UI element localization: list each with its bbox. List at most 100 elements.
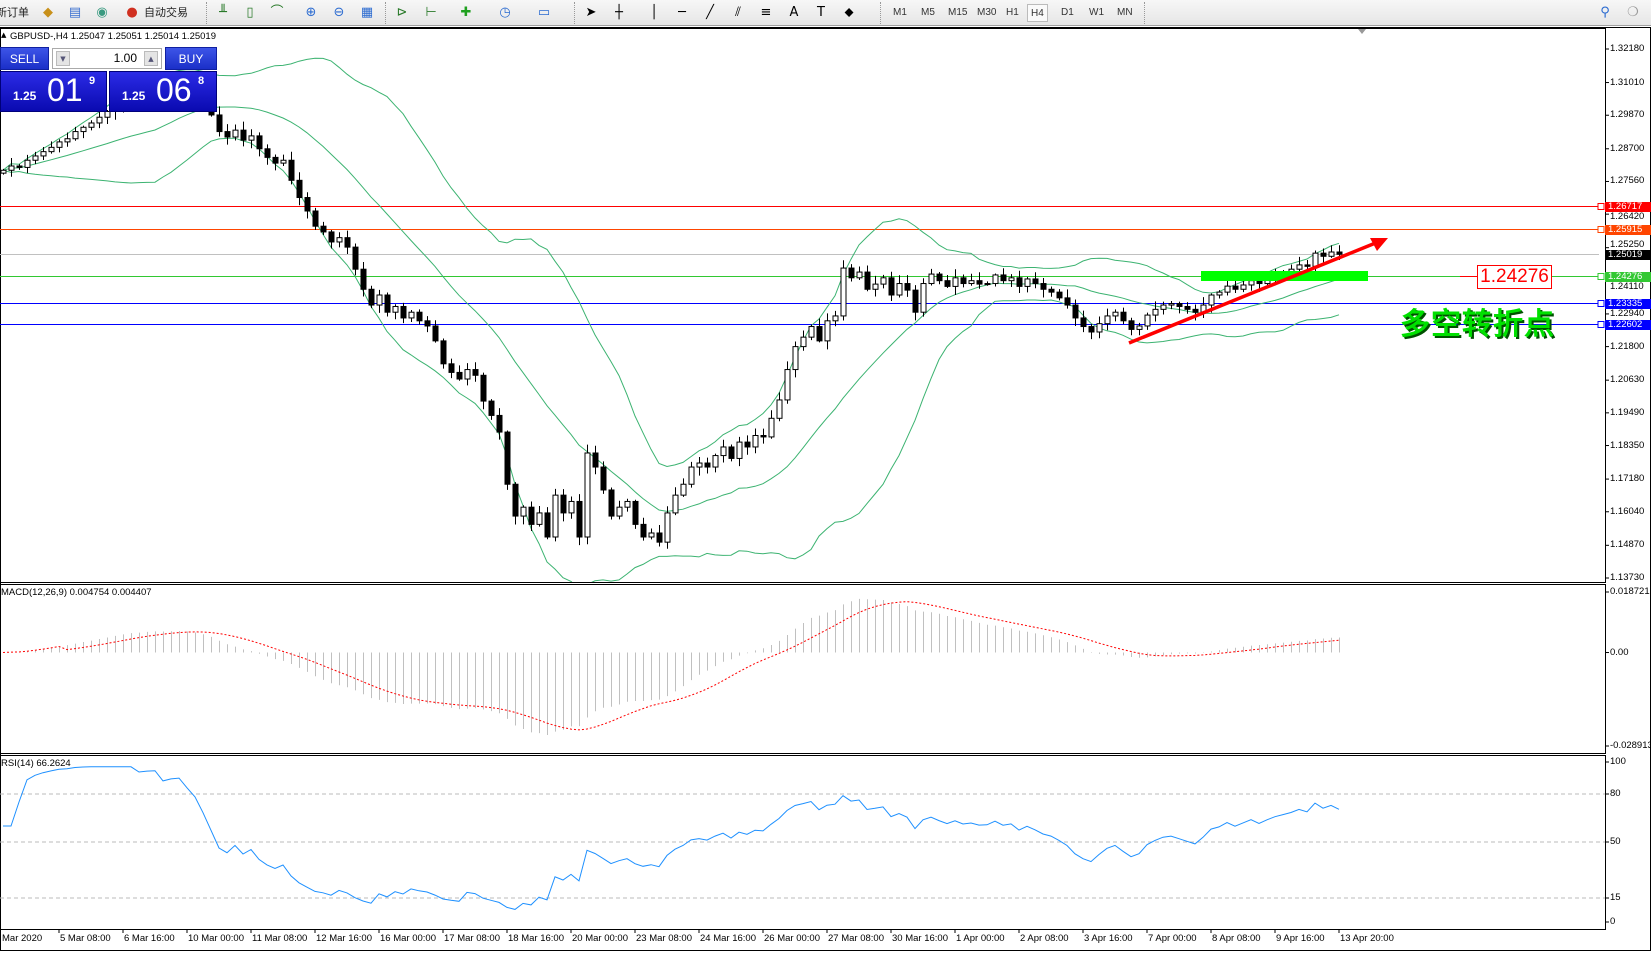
vertical-line-icon[interactable]: │ (650, 5, 658, 20)
lot-increase-icon[interactable]: ▲ (144, 51, 158, 66)
buy-button[interactable]: BUY (165, 47, 217, 70)
chart-window-frame (0, 27, 1651, 951)
candle (344, 230, 351, 254)
price-axis-label: 1.17180 (1610, 473, 1645, 485)
templates-icon[interactable]: ▭ (537, 5, 551, 20)
zoom-in-icon[interactable]: ⊕ (305, 5, 317, 20)
candle-body (720, 446, 727, 457)
candle-body (888, 277, 895, 296)
timeframe-w1[interactable]: W1 (1089, 7, 1104, 18)
timeframe-m5[interactable]: M5 (921, 7, 935, 18)
candle (728, 444, 735, 462)
candle (376, 289, 383, 313)
candle (280, 154, 287, 166)
candle (1064, 289, 1071, 309)
candle-body (1256, 280, 1263, 285)
lot-value[interactable]: 1.00 (113, 51, 137, 65)
candle-body (1064, 297, 1071, 306)
price-axis-label: 1.21800 (1610, 340, 1645, 352)
timeframe-h4[interactable]: H4 (1027, 4, 1048, 22)
candle (96, 109, 103, 129)
chat-icon[interactable]: ❍ (1627, 5, 1639, 20)
sell-button[interactable]: SELL (0, 47, 49, 70)
lot-decrease-icon[interactable]: ▼ (56, 51, 70, 66)
timeframe-mn[interactable]: MN (1117, 7, 1133, 18)
terminal-icon[interactable]: ▤ (68, 5, 82, 20)
arrows-icon[interactable]: ⬥ (844, 5, 854, 20)
price-tag: 1.22602 (1605, 319, 1651, 330)
candle (256, 132, 263, 157)
timeframe-h1[interactable]: H1 (1006, 7, 1019, 18)
candle-body (272, 156, 279, 164)
candle-body (1296, 264, 1303, 270)
chart-shift-icon[interactable]: ⊢ (425, 5, 437, 20)
timeframe-d1[interactable]: D1 (1061, 7, 1074, 18)
candle (568, 496, 575, 519)
autotrading-icon[interactable]: ● (126, 5, 138, 20)
periods-clock-icon[interactable]: ◷ (499, 5, 511, 20)
buy-price[interactable]: 1.25 06 8 (109, 71, 217, 112)
cursor-icon[interactable]: ➤ (585, 5, 597, 20)
lot-size-field[interactable]: ▼ 1.00 ▲ (52, 48, 162, 69)
candle (1152, 301, 1159, 322)
new-order-button[interactable]: 新订单 (0, 6, 29, 19)
timeframe-m30[interactable]: M30 (977, 7, 997, 18)
fibonacci-icon[interactable]: ≡ (760, 5, 772, 20)
trendline-icon[interactable]: ╱ (706, 5, 714, 20)
rsi-axis-label: 50 (1610, 836, 1621, 847)
indicators-icon[interactable]: ✚ (460, 5, 472, 20)
candle (608, 487, 615, 520)
candle (1024, 277, 1031, 293)
candle-body (1024, 278, 1031, 287)
search-icon[interactable]: ⚲ (1600, 5, 1610, 20)
price-level-label[interactable]: 1.24276 (1477, 265, 1552, 289)
crosshair-icon[interactable]: ┼ (615, 5, 623, 20)
candle (696, 456, 703, 476)
candle-body (688, 466, 695, 485)
line-chart-icon[interactable]: ⌒ (270, 5, 284, 20)
macd-panel-border (0, 584, 1606, 754)
candle (784, 361, 791, 404)
signal-icon[interactable]: ◉ (96, 5, 108, 20)
candle (512, 482, 519, 525)
turning-point-note[interactable]: 多空转折点 (1400, 307, 1555, 342)
candle-body (696, 462, 703, 468)
collapse-triangle-icon[interactable]: ▲ (1, 31, 7, 39)
candle-body (1056, 291, 1063, 299)
sell-price[interactable]: 1.25 01 9 (0, 71, 107, 112)
price-axis-label: 1.27560 (1610, 175, 1645, 187)
equidistant-channel-icon[interactable]: ⫽ (735, 5, 741, 20)
candle-body (944, 280, 951, 287)
text-icon[interactable]: A (789, 5, 799, 20)
timeframe-m1[interactable]: M1 (893, 7, 907, 18)
candle-body (400, 305, 407, 319)
candle-body (544, 512, 551, 538)
price-axis-label: 1.18350 (1610, 439, 1645, 451)
autotrading-button[interactable]: 自动交易 (144, 6, 188, 19)
rsi-axis-label: 100 (1610, 756, 1626, 767)
bar-chart-icon[interactable]: ╨ (219, 5, 227, 20)
candle (888, 271, 895, 302)
candle-body (560, 494, 567, 514)
price-axis-label: 1.13730 (1610, 572, 1645, 583)
candle (1224, 279, 1231, 296)
zoom-out-icon[interactable]: ⊖ (333, 5, 345, 20)
candle-body (1304, 264, 1311, 267)
candle-body (1000, 274, 1007, 282)
history-center-icon[interactable]: ◆ (43, 5, 53, 20)
time-axis-label: 27 Mar 08:00 (828, 933, 884, 944)
tile-windows-icon[interactable]: ▦ (360, 5, 374, 20)
candle (32, 151, 39, 165)
candle-body (576, 500, 583, 538)
candle-body (440, 340, 447, 365)
horizontal-line-icon[interactable]: ─ (678, 5, 686, 20)
timeframe-m15[interactable]: M15 (948, 7, 968, 18)
auto-scroll-icon[interactable]: ⊳ (396, 5, 408, 20)
text-label-icon[interactable]: T (817, 5, 825, 20)
candle (584, 444, 591, 545)
candle (944, 274, 951, 289)
price-axis-label: 1.16040 (1610, 505, 1645, 517)
candle-body (568, 500, 575, 514)
candlestick-icon[interactable]: ▯ (246, 5, 254, 20)
